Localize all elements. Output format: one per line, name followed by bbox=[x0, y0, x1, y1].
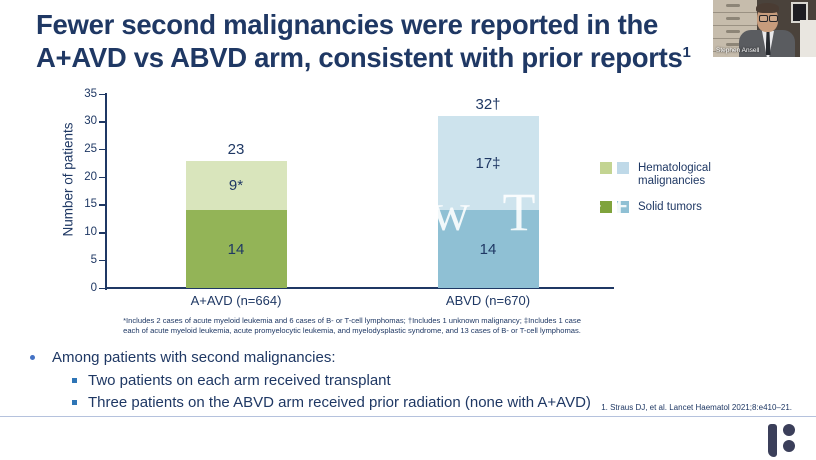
y-tick-mark bbox=[99, 121, 105, 123]
y-tick-mark bbox=[99, 259, 105, 262]
chart-footnote-line2: each of acute myeloid leukemia, acute pr… bbox=[123, 326, 581, 336]
y-tick-label: 0 bbox=[90, 281, 97, 294]
bullet-heading-text: Among patients with second malignancies: bbox=[52, 349, 336, 366]
bullet-subitem-2-text: Three patients on the ABVD arm received … bbox=[88, 394, 591, 411]
slide-title-line2: A+AVD vs ABVD arm, consistent with prior… bbox=[36, 42, 683, 73]
legend-swatch-icon bbox=[617, 201, 629, 213]
webcam-background-picture-frame bbox=[791, 2, 808, 23]
bullet-subitem-1-text: Two patients on each arm received transp… bbox=[88, 372, 391, 389]
legend-label: Hematological malignancies bbox=[638, 162, 711, 187]
bar-segment-label: 17‡ bbox=[475, 155, 501, 173]
bullet-square-icon bbox=[72, 400, 77, 405]
bar-segment-label: 9* bbox=[228, 177, 244, 195]
y-axis-line bbox=[105, 93, 107, 290]
webcam-background-furniture bbox=[800, 20, 816, 57]
x-category-label: ABVD (n=670) bbox=[445, 293, 531, 308]
y-tick-label: 10 bbox=[84, 226, 97, 239]
y-tick-label: 25 bbox=[84, 142, 97, 155]
y-tick-mark bbox=[99, 93, 105, 95]
chart-footnote-line1: *Includes 2 cases of acute myeloid leuke… bbox=[123, 316, 581, 325]
y-tick-mark bbox=[99, 204, 105, 206]
bullet-subitem-2: Three patients on the ABVD arm received … bbox=[72, 394, 591, 412]
slide-title: Fewer second malignancies were reported … bbox=[36, 8, 726, 74]
legend-label: Solid tumors bbox=[638, 201, 702, 213]
y-tick-label: 30 bbox=[84, 115, 97, 128]
company-logo-icon bbox=[768, 424, 777, 457]
webcam-person-tie bbox=[765, 32, 771, 55]
slide-title-line1: Fewer second malignancies were reported … bbox=[36, 9, 658, 40]
y-tick-label: 35 bbox=[84, 87, 97, 100]
x-category-label: A+AVD (n=664) bbox=[190, 293, 282, 308]
y-tick-mark bbox=[99, 148, 105, 151]
speaker-webcam-video: Stephen Ansell bbox=[713, 0, 816, 57]
bullet-subitem-1: Two patients on each arm received transp… bbox=[72, 372, 391, 390]
bar-segment bbox=[185, 210, 287, 288]
legend-swatch-icon bbox=[600, 201, 612, 213]
slide-title-citation-superscript: 1 bbox=[682, 43, 691, 61]
bar-segment-label: 14 bbox=[227, 241, 245, 259]
bar-segment-label: 14 bbox=[479, 241, 497, 259]
webcam-name-label: Stephen Ansell bbox=[716, 47, 760, 54]
bar-segment bbox=[437, 210, 539, 288]
bar-segment bbox=[185, 160, 287, 211]
legend-row: Solid tumors bbox=[600, 201, 738, 214]
company-logo-icon bbox=[783, 440, 795, 452]
bullet-dot-icon bbox=[30, 355, 35, 360]
y-tick-mark bbox=[99, 176, 105, 179]
y-tick-label: 20 bbox=[84, 170, 97, 183]
legend-row: Hematological malignancies bbox=[600, 162, 738, 188]
bar-total-label: 23 bbox=[227, 140, 245, 158]
company-logo-icon bbox=[783, 424, 795, 436]
watermark-text: New Text bbox=[348, 182, 638, 242]
legend-swatch-icon bbox=[617, 162, 629, 174]
y-tick-mark bbox=[99, 232, 105, 234]
bar-segment bbox=[437, 116, 539, 211]
bar-total-label: 32† bbox=[475, 96, 501, 114]
x-axis-line bbox=[105, 287, 614, 289]
y-tick-label: 15 bbox=[84, 198, 97, 211]
footer-divider-line bbox=[0, 416, 816, 417]
y-tick-mark bbox=[99, 287, 105, 289]
legend-swatch-icon bbox=[600, 162, 612, 174]
reference-citation: 1. Straus DJ, et al. Lancet Haematol 202… bbox=[601, 403, 792, 412]
bullet-square-icon bbox=[72, 378, 77, 383]
y-tick-label: 5 bbox=[90, 253, 97, 266]
webcam-person-hair bbox=[756, 3, 779, 13]
webcam-person-glasses bbox=[759, 15, 778, 22]
chart-footnote: *Includes 2 cases of acute myeloid leuke… bbox=[60, 316, 644, 337]
bullet-heading: Among patients with second malignancies: bbox=[30, 349, 336, 367]
